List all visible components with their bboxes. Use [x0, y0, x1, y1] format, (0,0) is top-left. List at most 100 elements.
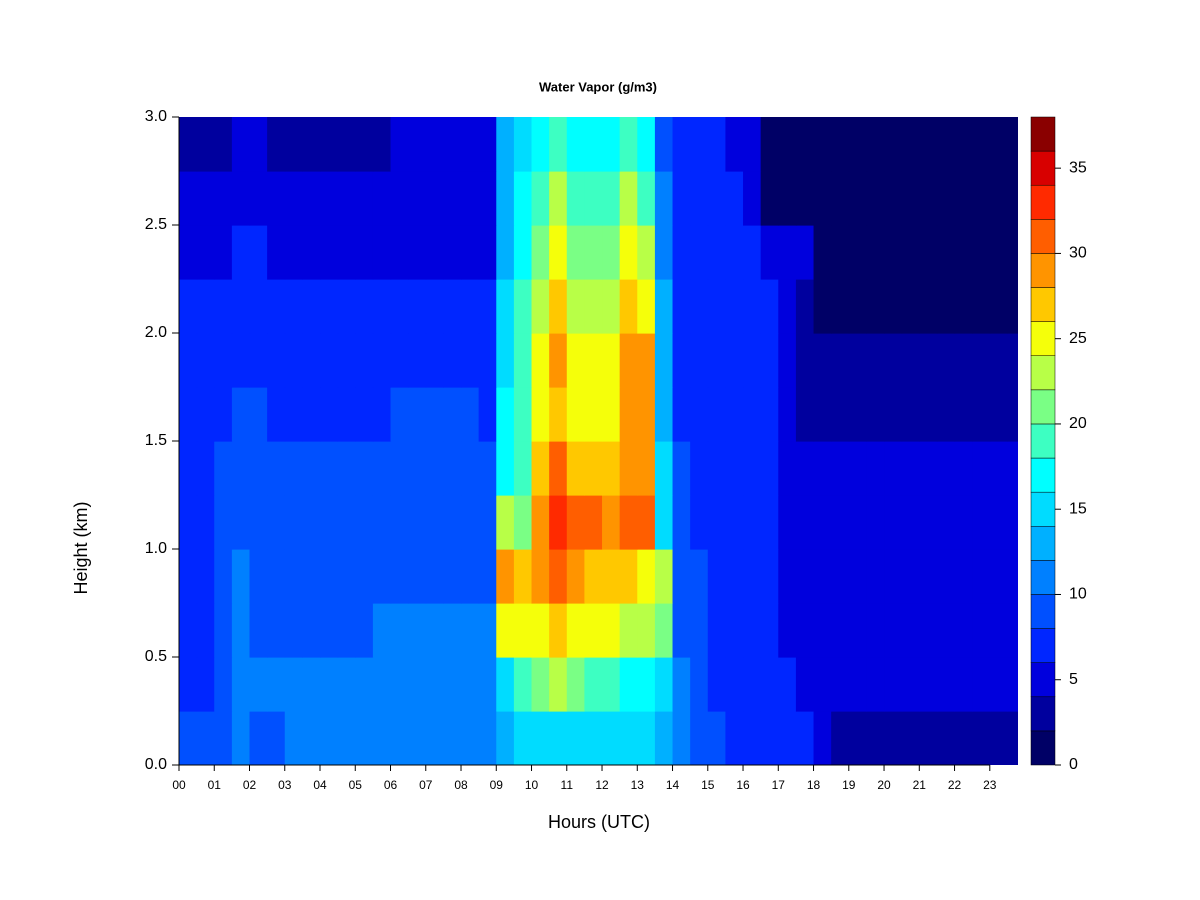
heatmap-cell	[337, 711, 356, 765]
heatmap-cell	[919, 225, 938, 280]
heatmap-cell	[179, 549, 198, 604]
heatmap-cell	[408, 225, 427, 280]
heatmap-cell	[795, 387, 815, 442]
heatmap-cell	[760, 171, 779, 226]
heatmap-cell	[196, 603, 215, 658]
heatmap-cell	[284, 279, 303, 334]
heatmap-cell	[743, 279, 762, 334]
x-tick-label: 11	[561, 778, 574, 792]
heatmap-cell	[231, 549, 251, 604]
heatmap-cell	[654, 117, 674, 172]
heatmap-cell	[267, 711, 286, 765]
heatmap-cell	[531, 495, 550, 550]
heatmap-cell	[531, 603, 550, 658]
heatmap-cell	[1007, 225, 1018, 280]
heatmap-cell	[461, 171, 480, 226]
heatmap-cell	[936, 657, 956, 712]
heatmap-cell	[707, 549, 727, 604]
heatmap-cell	[637, 117, 656, 172]
heatmap-cell	[813, 657, 832, 712]
heatmap-cell	[214, 549, 233, 604]
heatmap-cell	[390, 657, 409, 712]
y-tick-label: 1.0	[145, 540, 167, 557]
heatmap-cell	[302, 711, 321, 765]
heatmap-cell	[795, 441, 815, 496]
heatmap-cell	[901, 549, 920, 604]
heatmap-cell	[672, 117, 691, 172]
x-tick-label: 15	[701, 778, 715, 792]
heatmap-cell	[196, 441, 215, 496]
heatmap-cell	[549, 117, 568, 172]
heatmap-cell	[760, 441, 779, 496]
heatmap-cell	[866, 495, 885, 550]
heatmap-cell	[690, 279, 709, 334]
heatmap-cell	[390, 117, 409, 172]
heatmap-cell	[901, 711, 920, 765]
heatmap-cell	[760, 495, 779, 550]
heatmap-cell	[584, 171, 603, 226]
heatmap-cell	[813, 333, 832, 388]
heatmap-cell	[337, 117, 356, 172]
heatmap-cell	[743, 711, 762, 765]
heatmap-cell	[919, 549, 938, 604]
heatmap-cell	[707, 225, 727, 280]
heatmap-cell	[672, 603, 691, 658]
heatmap-cell	[972, 603, 991, 658]
heatmap-cell	[390, 279, 409, 334]
heatmap-cell	[355, 441, 374, 496]
heatmap-cell	[848, 171, 868, 226]
heatmap-cell	[901, 657, 920, 712]
heatmap-cell	[390, 495, 409, 550]
heatmap-cell	[320, 549, 339, 604]
heatmap-cell	[795, 171, 815, 226]
heatmap-cell	[584, 711, 603, 765]
x-tick-label: 07	[419, 778, 433, 792]
heatmap-cell	[954, 279, 973, 334]
heatmap-cell	[425, 171, 444, 226]
heatmap-cell	[778, 333, 797, 388]
heatmap-cell	[513, 279, 533, 334]
heatmap-cell	[267, 279, 286, 334]
heatmap-cell	[848, 387, 868, 442]
heatmap-cell	[725, 333, 744, 388]
heatmap-cell	[813, 495, 832, 550]
heatmap-cell	[602, 549, 621, 604]
heatmap-cell	[901, 495, 920, 550]
heatmap-cell	[390, 333, 409, 388]
heatmap-cell	[443, 711, 462, 765]
x-tick-label: 04	[313, 778, 327, 792]
heatmap-cell	[425, 279, 444, 334]
heatmap-cell	[408, 495, 427, 550]
heatmap-cell	[848, 333, 868, 388]
heatmap-cell	[672, 171, 691, 226]
heatmap-cell	[795, 225, 815, 280]
heatmap-cell	[179, 171, 198, 226]
x-tick-label: 09	[490, 778, 504, 792]
heatmap-cell	[813, 171, 832, 226]
heatmap-cell	[619, 603, 638, 658]
heatmap-cell	[884, 657, 903, 712]
heatmap-cell	[443, 171, 462, 226]
heatmap-cell	[760, 549, 779, 604]
heatmap-cell	[795, 117, 815, 172]
heatmap-cell	[584, 333, 603, 388]
heatmap-cell	[302, 657, 321, 712]
heatmap-cell	[707, 171, 727, 226]
heatmap-cell	[936, 387, 956, 442]
heatmap-cell	[848, 279, 868, 334]
heatmap-cell	[1007, 117, 1018, 172]
heatmap-cell	[831, 495, 850, 550]
heatmap-cell	[972, 117, 991, 172]
heatmap-cell	[637, 657, 656, 712]
y-tick-label: 1.5	[145, 432, 167, 449]
heatmap-cell	[619, 117, 638, 172]
heatmap-cell	[866, 279, 885, 334]
heatmap-cell	[372, 441, 392, 496]
heatmap-cell	[284, 549, 303, 604]
heatmap-cell	[901, 279, 920, 334]
heatmap-cell	[690, 441, 709, 496]
heatmap-cell	[549, 711, 568, 765]
heatmap-cell	[231, 333, 251, 388]
heatmap-cell	[884, 495, 903, 550]
